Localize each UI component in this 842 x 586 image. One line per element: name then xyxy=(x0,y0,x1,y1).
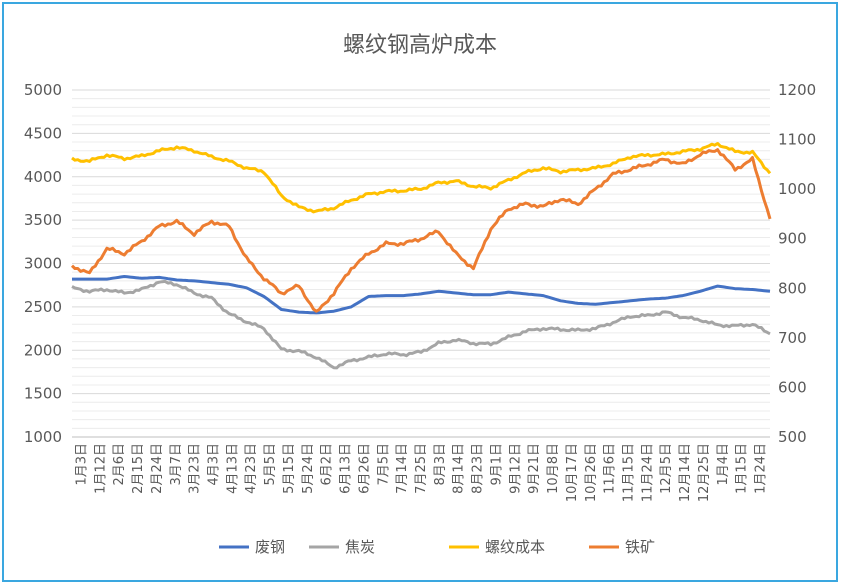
left-axis-tick-label: 3000 xyxy=(24,255,62,273)
x-axis-tick-label: 8月3日 xyxy=(433,443,448,486)
gridlines xyxy=(72,89,770,438)
x-axis-tick-label: 2月6日 xyxy=(112,443,127,486)
right-axis-tick-label: 500 xyxy=(778,428,807,446)
left-axis-tick-label: 1000 xyxy=(24,428,62,446)
right-axis-tick-label: 800 xyxy=(778,279,807,297)
left-axis-tick-label: 3500 xyxy=(24,211,62,229)
legend-label: 螺纹成本 xyxy=(485,538,545,556)
x-axis-tick-label: 7月14日 xyxy=(395,443,410,494)
x-axis-tick-label: 4月23日 xyxy=(244,443,259,494)
left-axis-tick-label: 5000 xyxy=(24,81,62,99)
x-axis-tick-label: 6月2日 xyxy=(320,443,335,486)
left-axis-tick-label: 1500 xyxy=(24,385,62,403)
x-axis-tick-label: 3月7日 xyxy=(169,443,184,486)
left-axis-tick-label: 4000 xyxy=(24,168,62,186)
x-axis-tick-label: 10月8日 xyxy=(546,443,561,494)
x-axis-tick-label: 4月13日 xyxy=(225,443,240,494)
right-axis-tick-label: 1100 xyxy=(778,131,816,149)
legend: 废钢 焦炭 螺纹成本 铁矿 xyxy=(219,538,655,556)
right-axis: 1200 1100 1000 900 800 700 600 500 xyxy=(778,81,816,446)
right-axis-tick-label: 700 xyxy=(778,329,807,347)
x-axis-tick-label: 8月23日 xyxy=(471,443,486,494)
left-axis-tick-label: 4500 xyxy=(24,124,62,142)
right-axis-tick-label: 900 xyxy=(778,230,807,248)
x-axis-tick-label: 1月12日 xyxy=(93,443,108,494)
right-axis-tick-label: 1200 xyxy=(778,81,816,99)
x-axis-tick-label: 6月26日 xyxy=(357,443,372,494)
x-axis-tick-label: 10月26日 xyxy=(584,443,599,502)
x-axis-tick-label: 11月15日 xyxy=(622,443,637,502)
x-axis-tick-label: 5月24日 xyxy=(301,443,316,494)
series-lines xyxy=(70,142,772,370)
x-axis-tick-label: 2月24日 xyxy=(150,443,165,494)
x-axis-tick-label: 3月23日 xyxy=(188,443,203,494)
x-axis-tick-label: 6月13日 xyxy=(339,443,354,494)
left-axis-tick-label: 2500 xyxy=(24,298,62,316)
x-axis-tick-label: 1月24日 xyxy=(754,443,769,494)
x-axis-tick-label: 9月1日 xyxy=(489,443,504,486)
left-axis-tick-label: 2000 xyxy=(24,341,62,359)
chart-title: 螺纹钢高炉成本 xyxy=(343,33,497,58)
x-axis-tick-label: 1月4日 xyxy=(716,443,731,486)
x-axis-tick-label: 12月14日 xyxy=(678,443,693,502)
x-axis-tick-label: 8月14日 xyxy=(452,443,467,494)
legend-label: 焦炭 xyxy=(345,538,375,556)
x-axis-tick-label: 12月5日 xyxy=(659,443,674,494)
x-axis-tick-label: 1月3日 xyxy=(74,443,89,486)
left-axis: 5000 4500 4000 3500 3000 2500 2000 1500 1000 xyxy=(24,81,62,446)
x-axis-tick-label: 11月24日 xyxy=(640,443,655,502)
x-axis-tick-label: 5月15日 xyxy=(282,443,297,494)
x-axis-tick-label: 1月15日 xyxy=(735,443,750,494)
series-line-1 xyxy=(71,279,771,370)
legend-label: 废钢 xyxy=(255,538,285,556)
series-line-0 xyxy=(72,275,771,315)
x-axis-tick-label: 7月25日 xyxy=(414,443,429,494)
x-axis-tick-label: 2月15日 xyxy=(131,443,146,494)
chart: 螺纹钢高炉成本 5000 4500 4000 3500 3000 2500 2000 1500… xyxy=(24,33,816,556)
legend-label: 铁矿 xyxy=(625,538,655,556)
x-axis-tick-label: 7月5日 xyxy=(376,443,391,486)
x-axis-tick-label: 11月6日 xyxy=(603,443,618,494)
x-axis-tick-label: 9月21日 xyxy=(527,443,542,494)
right-axis-tick-label: 1000 xyxy=(778,180,816,198)
right-axis-tick-label: 600 xyxy=(778,378,807,396)
series-line-3 xyxy=(70,148,772,313)
x-axis-tick-label: 4月3日 xyxy=(206,443,221,486)
x-axis: 1月3日 1月12日 2月6日 2月15日 2月24日 3月7日 3月23日 4月3日 4月13… xyxy=(72,436,770,502)
x-axis-tick-label: 9月12日 xyxy=(508,443,523,494)
x-axis-tick-label: 10月17日 xyxy=(565,443,580,502)
x-axis-tick-label: 12月25日 xyxy=(697,443,712,502)
x-axis-tick-label: 5月5日 xyxy=(263,443,278,486)
series-line-2 xyxy=(71,142,772,214)
